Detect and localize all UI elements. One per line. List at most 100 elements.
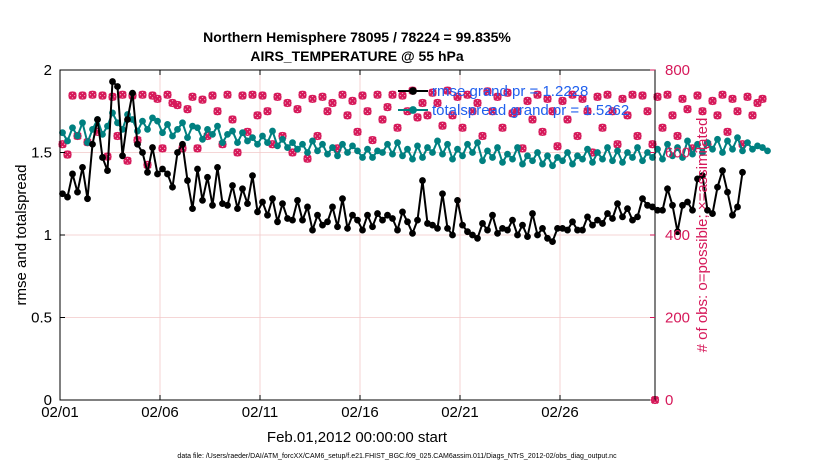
obs-possible-point xyxy=(338,90,347,99)
obs-possible-point xyxy=(483,87,492,96)
rmse-point xyxy=(539,224,546,232)
obs-possible-point xyxy=(68,91,77,100)
totalspread-point xyxy=(444,140,451,148)
rmse-point xyxy=(389,215,396,222)
totalspread-point xyxy=(509,155,516,163)
rmse-point xyxy=(269,195,276,203)
obs-assimilated-point xyxy=(263,107,272,116)
obs-possible-point xyxy=(343,111,352,120)
obs-possible-point xyxy=(533,90,542,99)
totalspread-point xyxy=(729,145,736,153)
totalspread-point xyxy=(584,145,591,153)
rmse-point xyxy=(524,233,531,241)
obs-possible-point xyxy=(628,90,637,99)
obs-possible-point xyxy=(708,96,717,106)
obs-assimilated-point xyxy=(183,105,192,114)
rmse-point xyxy=(99,154,106,161)
obs-possible-point xyxy=(208,91,217,100)
totalspread-point xyxy=(764,147,771,155)
rmse-point xyxy=(164,170,171,178)
obs-assimilated-point xyxy=(528,115,537,124)
totalspread-point xyxy=(639,157,646,165)
totalspread-point xyxy=(74,132,81,140)
obs-possible-point xyxy=(213,107,222,116)
totalspread-point xyxy=(429,149,436,156)
totalspread-point xyxy=(369,154,376,161)
rmse-point xyxy=(289,216,296,224)
rmse-point xyxy=(664,185,671,193)
totalspread-point xyxy=(334,152,341,160)
obs-assimilated-point xyxy=(638,91,647,100)
obs-possible-point xyxy=(468,107,477,116)
rmse-point xyxy=(724,188,731,196)
obs-possible-point xyxy=(658,123,667,132)
obs-possible-point xyxy=(713,111,722,120)
totalspread-point xyxy=(199,135,206,143)
totalspread-point xyxy=(749,145,756,153)
totalspread-point xyxy=(449,155,456,163)
obs-assimilated-point xyxy=(228,115,237,124)
obs-possible-point xyxy=(318,92,327,101)
obs-possible-point xyxy=(373,90,382,99)
rmse-point xyxy=(294,196,301,204)
obs-possible-point xyxy=(683,105,692,114)
obs-assimilated-point xyxy=(513,107,522,116)
obs-possible-point xyxy=(358,91,367,100)
rmse-point xyxy=(459,221,466,229)
obs-possible-point xyxy=(223,90,232,99)
totalspread-point xyxy=(514,144,521,151)
obs-assimilated-point xyxy=(88,90,97,99)
obs-possible-point xyxy=(188,92,197,101)
obs-possible-point xyxy=(283,98,292,108)
totalspread-point xyxy=(184,134,191,142)
totalspread-point xyxy=(569,160,576,168)
rmse-point xyxy=(274,218,281,226)
obs-possible-point xyxy=(438,121,447,130)
obs-assimilated-point xyxy=(193,144,202,153)
rmse-point xyxy=(234,205,241,213)
rmse-point xyxy=(734,203,741,211)
totalspread-point xyxy=(599,155,606,163)
obs-possible-point xyxy=(363,107,372,116)
rmse-point xyxy=(89,140,96,148)
obs-assimilated-point xyxy=(678,94,687,103)
totalspread-point xyxy=(354,147,361,155)
obs-assimilated-point xyxy=(223,90,232,99)
totalspread-point xyxy=(389,150,396,158)
totalspread-point xyxy=(384,140,391,148)
obs-possible-point xyxy=(298,90,307,99)
obs-possible-point xyxy=(718,90,727,99)
totalspread-point xyxy=(684,137,691,145)
totalspread-point xyxy=(169,132,176,140)
legend-marker-totalspread xyxy=(409,106,417,114)
obs-assimilated-point xyxy=(418,98,427,108)
totalspread-point xyxy=(424,144,431,151)
obs-possible-point xyxy=(723,127,732,137)
obs-assimilated-point xyxy=(363,107,372,116)
obs-assimilated-point xyxy=(428,88,437,97)
obs-possible-point xyxy=(378,115,387,124)
rmse-point xyxy=(189,205,196,213)
totalspread-point xyxy=(314,147,321,155)
rmse-point xyxy=(694,175,701,183)
obs-assimilated-point xyxy=(613,140,622,149)
x-tick-label: 02/06 xyxy=(141,404,179,421)
totalspread-point xyxy=(709,145,716,153)
y-right-axis-ticks: 0 200 400 600 800 xyxy=(650,62,690,409)
obs-possible-point xyxy=(693,91,702,100)
obs-possible-point xyxy=(578,94,587,104)
legend: rmse grand pr = 1.2228 totalspread grand … xyxy=(398,83,629,119)
obs-assimilated-point xyxy=(668,111,677,120)
totalspread-point xyxy=(344,149,351,156)
obs-possible-point xyxy=(383,102,392,112)
rmse-point xyxy=(194,165,201,173)
totalspread-point xyxy=(64,137,71,145)
obs-assimilated-point xyxy=(568,90,577,99)
obs-possible-point xyxy=(698,107,707,116)
obs-assimilated-point xyxy=(298,90,307,99)
totalspread-point xyxy=(744,139,751,147)
rmse-point xyxy=(619,213,626,221)
totalspread-point xyxy=(499,158,506,166)
totalspread-point xyxy=(544,152,551,160)
obs-assimilated-point xyxy=(358,91,367,100)
